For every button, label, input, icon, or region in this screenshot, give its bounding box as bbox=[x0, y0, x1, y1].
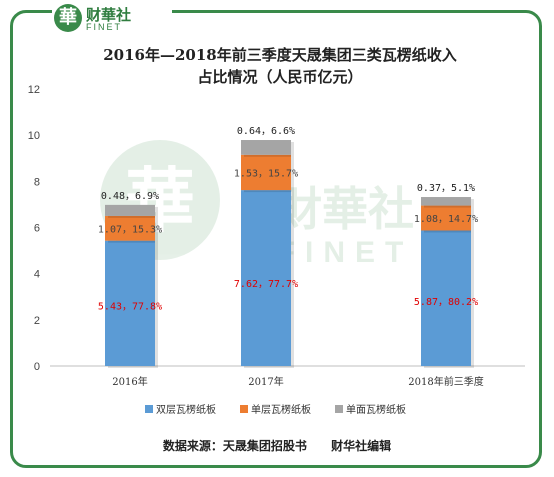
data-label: 7.62，77.7% bbox=[234, 279, 298, 290]
source-editor: 财华社编辑 bbox=[331, 439, 392, 453]
y-tick-label: 8 bbox=[34, 176, 40, 188]
data-label: 5.87，80.2% bbox=[414, 297, 478, 308]
bar-segment bbox=[105, 215, 155, 241]
data-label: 1.07，15.3% bbox=[98, 224, 162, 235]
bar-segment bbox=[241, 140, 291, 155]
brand-mark-icon: 華 bbox=[54, 4, 82, 32]
y-tick-label: 12 bbox=[28, 84, 40, 96]
bar-segment bbox=[421, 230, 471, 366]
bar-segment bbox=[421, 205, 471, 231]
bar-segment bbox=[241, 154, 291, 191]
legend-swatch bbox=[145, 405, 153, 413]
legend-swatch bbox=[335, 405, 343, 413]
data-label: 0.48，6.9% bbox=[101, 191, 159, 202]
bar-segment bbox=[241, 190, 291, 366]
watermark-sub: FINET bbox=[277, 236, 414, 269]
data-label: 0.64，6.6% bbox=[237, 126, 295, 137]
bars: 5.43，77.8% 1.07，15.3% 0.48，6.9% 7.62，77.7% 1… bbox=[98, 126, 478, 368]
brand-name: 财華社 bbox=[86, 6, 132, 24]
y-tick-label: 0 bbox=[34, 361, 40, 373]
data-label: 1.53，15.7% bbox=[234, 168, 298, 179]
x-tick-label: 2016年 bbox=[112, 375, 147, 388]
x-tick-label: 2018年前三季度 bbox=[408, 375, 483, 388]
data-label: 5.43，77.8% bbox=[98, 302, 162, 313]
watermark-name: 財華社 bbox=[276, 182, 414, 236]
y-axis-ticks: 0 2 4 6 8 10 12 bbox=[28, 84, 40, 373]
chart-title-line-1: 2016年—2018年前三季度天晟集团三类瓦楞纸收入 bbox=[103, 46, 457, 64]
y-tick-label: 4 bbox=[34, 269, 40, 281]
bar-segment bbox=[105, 240, 155, 366]
watermark: 華 財華社 FINET bbox=[100, 140, 414, 269]
legend-label: 单层瓦楞纸板 bbox=[251, 403, 311, 416]
y-tick-label: 2 bbox=[34, 315, 40, 327]
brand-logo: 華 财華社 FINET bbox=[52, 2, 172, 38]
x-tick-label: 2017年 bbox=[248, 375, 283, 388]
x-axis-labels: 2016年 2017年 2018年前三季度 bbox=[112, 375, 483, 388]
bar-segment bbox=[421, 197, 471, 206]
legend-label: 单面瓦楞纸板 bbox=[346, 403, 406, 416]
legend-swatch bbox=[240, 405, 248, 413]
bar-segment bbox=[105, 204, 155, 216]
legend: 双层瓦楞纸板 单层瓦楞纸板 单面瓦楞纸板 bbox=[145, 403, 406, 416]
data-label: 1.08，14.7% bbox=[414, 214, 478, 225]
data-label: 0.37，5.1% bbox=[417, 183, 475, 194]
legend-label: 双层瓦楞纸板 bbox=[156, 403, 216, 416]
y-tick-label: 10 bbox=[28, 130, 40, 142]
brand-sub: FINET bbox=[86, 22, 122, 32]
chart-title: 2016年—2018年前三季度天晟集团三类瓦楞纸收入 占比情况（人民币亿元） bbox=[60, 44, 500, 88]
chart-title-line-2: 占比情况（人民币亿元） bbox=[197, 68, 363, 86]
y-tick-label: 6 bbox=[34, 223, 40, 235]
source-label: 数据来源：天晟集团招股书 bbox=[162, 439, 307, 453]
source-note: 数据来源：天晟集团招股书 财华社编辑 bbox=[0, 437, 554, 454]
